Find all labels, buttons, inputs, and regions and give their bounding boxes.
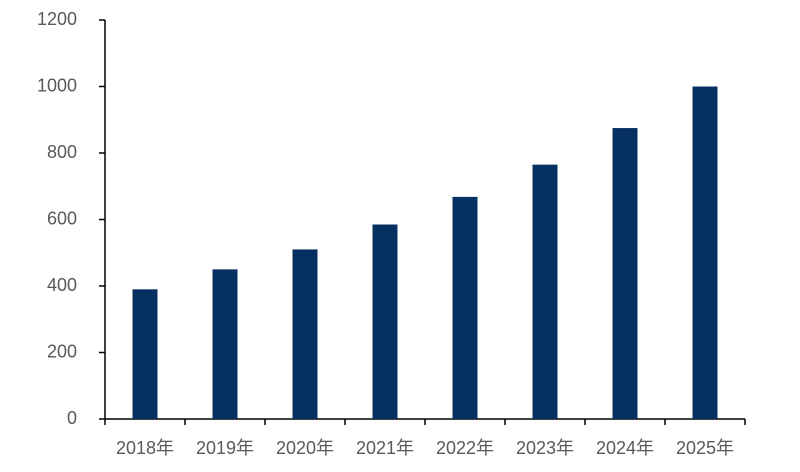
y-tick-label: 600 [47, 208, 77, 228]
x-tick-label: 2020年 [276, 438, 334, 458]
y-tick-label: 0 [67, 408, 77, 428]
bar [292, 249, 318, 419]
y-tick-label: 400 [47, 275, 77, 295]
bar [132, 289, 158, 419]
bar [372, 224, 398, 419]
bar [532, 164, 558, 419]
x-tick-label: 2019年 [196, 438, 254, 458]
y-tick-label: 200 [47, 341, 77, 361]
x-tick-label: 2022年 [436, 438, 494, 458]
bar [212, 269, 238, 419]
y-tick-label: 1200 [37, 9, 77, 29]
bar [452, 196, 478, 419]
x-tick-label: 2021年 [356, 438, 414, 458]
bar [692, 86, 718, 419]
bar [612, 128, 638, 419]
x-tick-label: 2025年 [676, 438, 734, 458]
x-tick-label: 2018年 [116, 438, 174, 458]
y-tick-label: 800 [47, 142, 77, 162]
y-tick-label: 1000 [37, 75, 77, 95]
x-tick-label: 2023年 [516, 438, 574, 458]
x-tick-label: 2024年 [596, 438, 654, 458]
